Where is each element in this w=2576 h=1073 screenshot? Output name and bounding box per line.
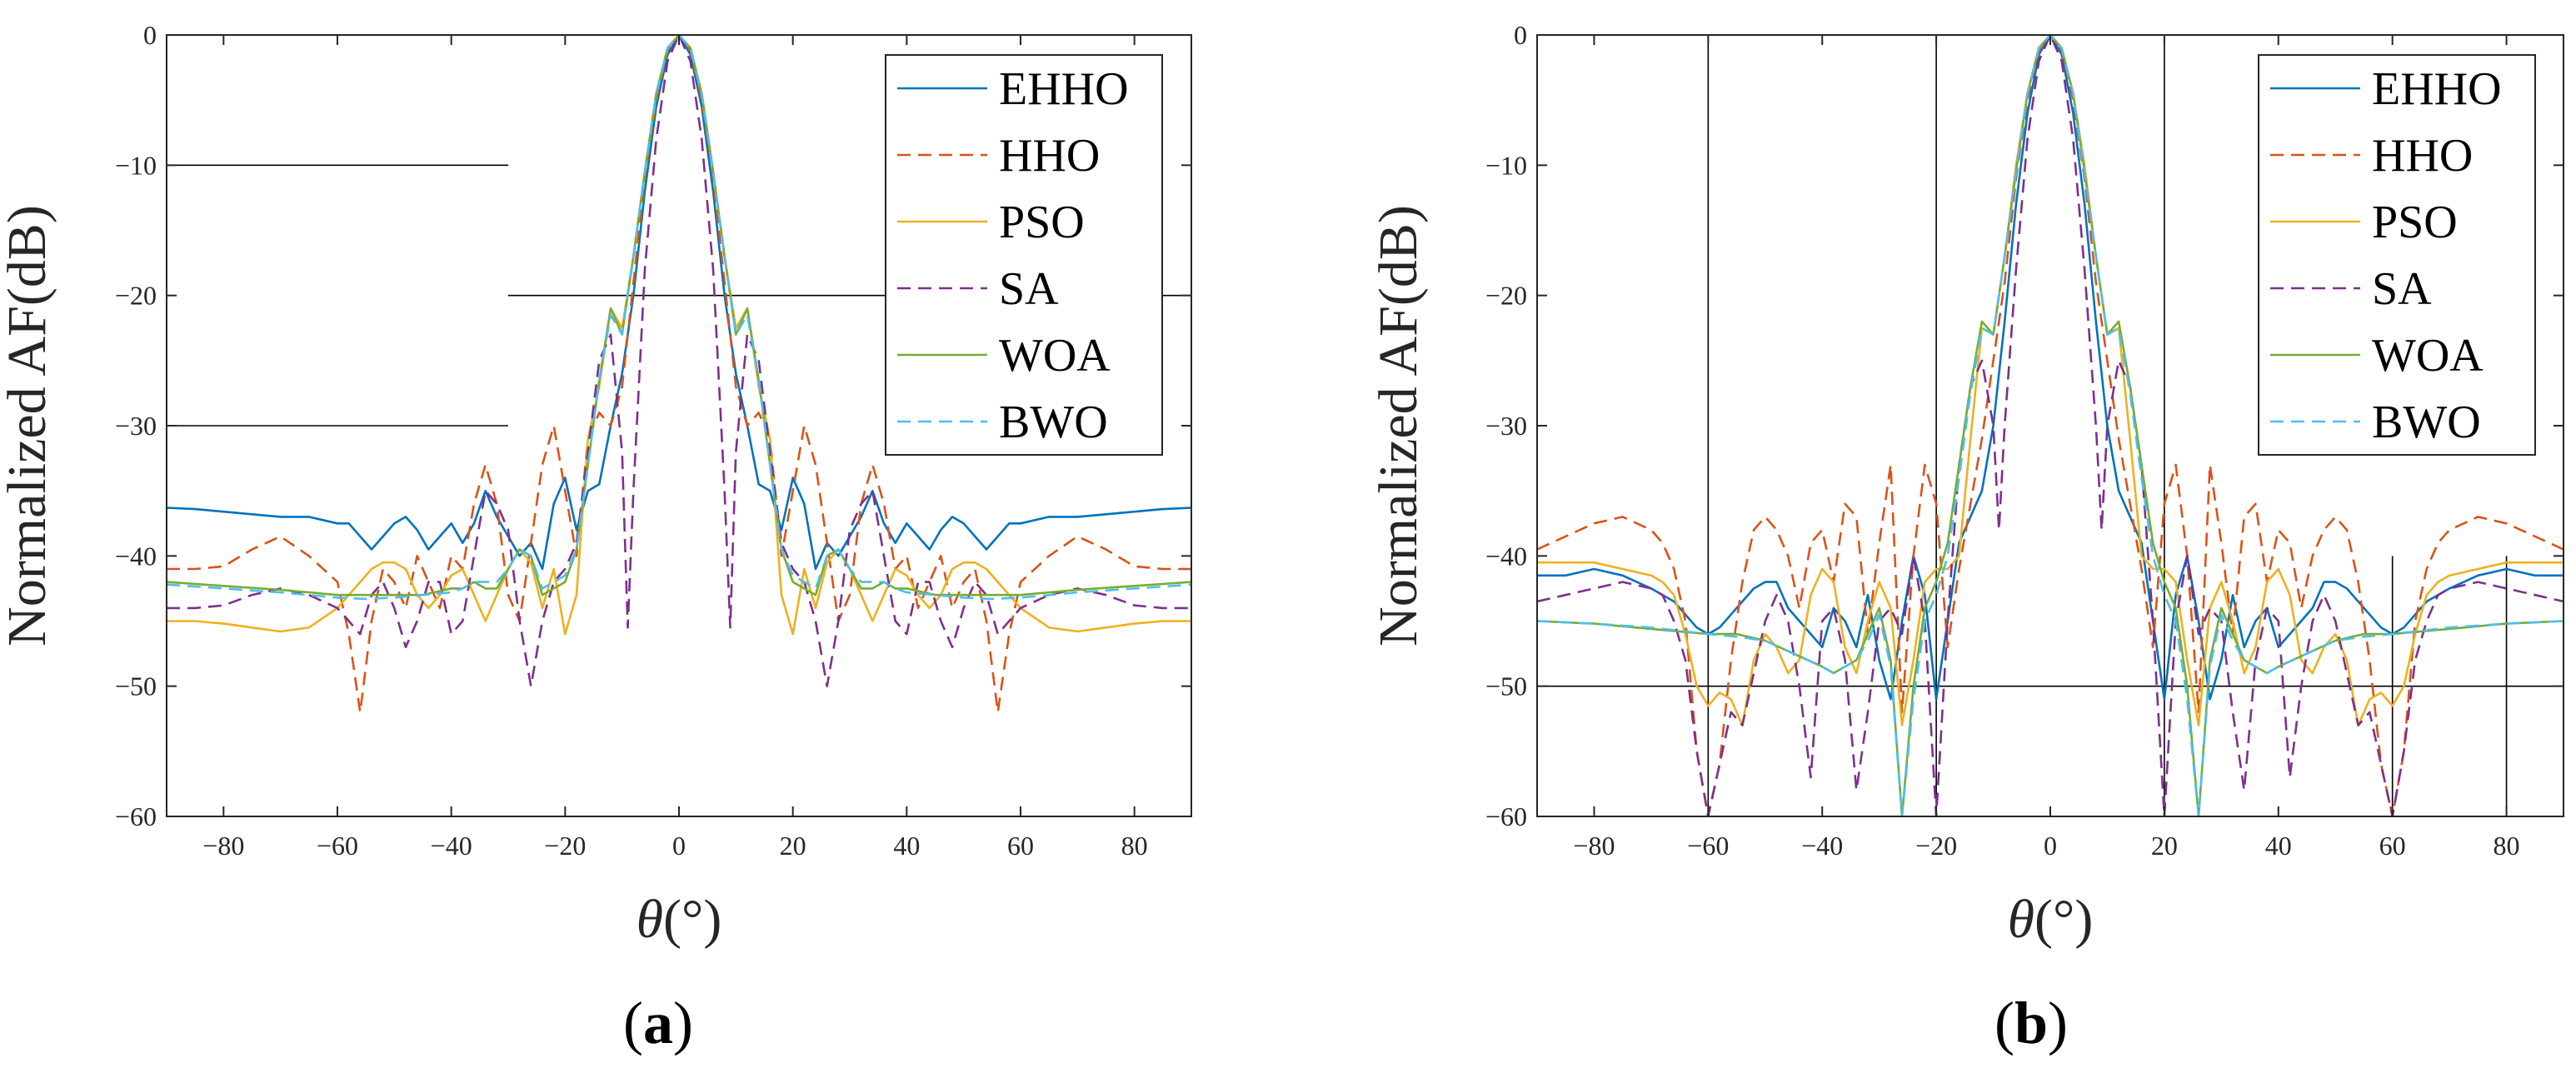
plot-area-a xyxy=(167,35,1191,714)
legend-label-a-woa: WOA xyxy=(999,330,1111,382)
panel-a-label-open: ( xyxy=(623,990,643,1056)
y-tick-label-a: −10 xyxy=(115,150,157,180)
panel-a-label-letter: a xyxy=(643,990,673,1056)
x-tick-label-a: 20 xyxy=(780,831,806,861)
legend-label-a-bwo: BWO xyxy=(999,397,1108,448)
legend-label-b-ehho: EHHO xyxy=(2372,63,2502,115)
y-tick-label-b: −10 xyxy=(1485,150,1527,180)
y-tick-label-a: −30 xyxy=(115,411,157,441)
x-axis-label-a: θ(°) xyxy=(637,889,722,950)
series-line-b-bwo xyxy=(1537,35,2564,816)
panel-b-label: (b) xyxy=(1994,990,2068,1056)
legend-label-a-ehho: EHHO xyxy=(999,63,1129,115)
panel-b-label-letter: b xyxy=(2014,990,2048,1056)
panel-a-chart: −80 −60 −40 −20 0 20 40 60 80 0 −10 −20 −30 −40 −50 −60… xyxy=(0,20,1192,950)
y-tick-label-b: −60 xyxy=(1485,801,1527,831)
series-line-a-pso xyxy=(167,35,1191,636)
y-tick-label-b: −20 xyxy=(1485,281,1527,311)
x-tick-label-a: −40 xyxy=(431,831,472,861)
legend-label-a-pso: PSO xyxy=(999,197,1085,248)
y-tick-label-a: −60 xyxy=(115,801,157,831)
series-line-a-ehho xyxy=(167,35,1191,571)
y-tick-label-a: −50 xyxy=(115,671,157,701)
legend-label-b-hho: HHO xyxy=(2372,130,2473,182)
x-tick-label-b: 0 xyxy=(2044,831,2057,861)
x-tick-label-b: −40 xyxy=(1801,831,1843,861)
x-tick-label-a: −20 xyxy=(544,831,586,861)
panel-b-label-open: ( xyxy=(1994,990,2014,1056)
x-tick-label-a: 60 xyxy=(1007,831,1034,861)
y-tick-label-a: −20 xyxy=(115,281,157,311)
panel-b-chart: −80 −60 −40 −20 0 20 40 60 80 0 −10 −20 −30 −40 −50 −60… xyxy=(1368,20,2564,950)
legend-label-a-hho: HHO xyxy=(999,130,1100,182)
legend-box-b xyxy=(2258,54,2536,456)
x-tick-label-a: 0 xyxy=(672,831,686,861)
legend-label-b-woa: WOA xyxy=(2372,330,2484,382)
x-tick-label-b: −60 xyxy=(1687,831,1729,861)
y-tick-label-b: −30 xyxy=(1485,411,1527,441)
legend-b: EHHO HHO PSO SA WOA BWO xyxy=(2258,54,2536,456)
panel-b-label-close: ) xyxy=(2048,990,2068,1056)
series-line-b-pso xyxy=(1537,35,2564,726)
y-tick-label-b: 0 xyxy=(1514,20,1527,50)
panel-a-label-close: ) xyxy=(673,990,693,1056)
y-tick-label-b: −40 xyxy=(1485,541,1527,571)
series-line-b-ehho xyxy=(1537,35,2564,701)
x-tick-label-a: 80 xyxy=(1121,831,1148,861)
legend-label-b-sa: SA xyxy=(2372,263,2432,315)
x-tick-label-b: −20 xyxy=(1915,831,1957,861)
legend-label-b-bwo: BWO xyxy=(2372,397,2481,448)
series-line-a-sa xyxy=(167,35,1191,687)
y-tick-label-a: −40 xyxy=(115,541,157,571)
y-tick-label-a: 0 xyxy=(143,20,157,50)
series-line-b-hho xyxy=(1537,35,2564,816)
plot-area-b xyxy=(1537,35,2564,816)
panel-a-label: (a) xyxy=(623,990,693,1056)
y-axis-label-b: Normalized AF(dB) xyxy=(1368,205,1429,646)
x-tick-label-b: 80 xyxy=(2494,831,2520,861)
x-tick-label-b: 40 xyxy=(2265,831,2292,861)
legend-a: EHHO HHO PSO SA WOA BWO xyxy=(885,54,1163,456)
series-line-a-bwo xyxy=(167,35,1191,601)
legend-label-b-pso: PSO xyxy=(2372,197,2458,248)
legend-box-a xyxy=(885,54,1163,456)
x-tick-label-b: 60 xyxy=(2379,831,2406,861)
series-line-b-sa xyxy=(1537,35,2564,816)
y-axis-label-a: Normalized AF(dB) xyxy=(0,205,57,646)
legend-label-a-sa: SA xyxy=(999,263,1059,315)
x-tick-label-b: 20 xyxy=(2151,831,2178,861)
y-tick-label-b: −50 xyxy=(1485,671,1527,701)
x-axis-label-b: θ(°) xyxy=(2008,889,2094,950)
x-tick-label-a: 40 xyxy=(893,831,920,861)
x-tick-label-b: −80 xyxy=(1573,831,1615,861)
x-tick-label-a: −80 xyxy=(202,831,244,861)
x-tick-label-a: −60 xyxy=(317,831,358,861)
